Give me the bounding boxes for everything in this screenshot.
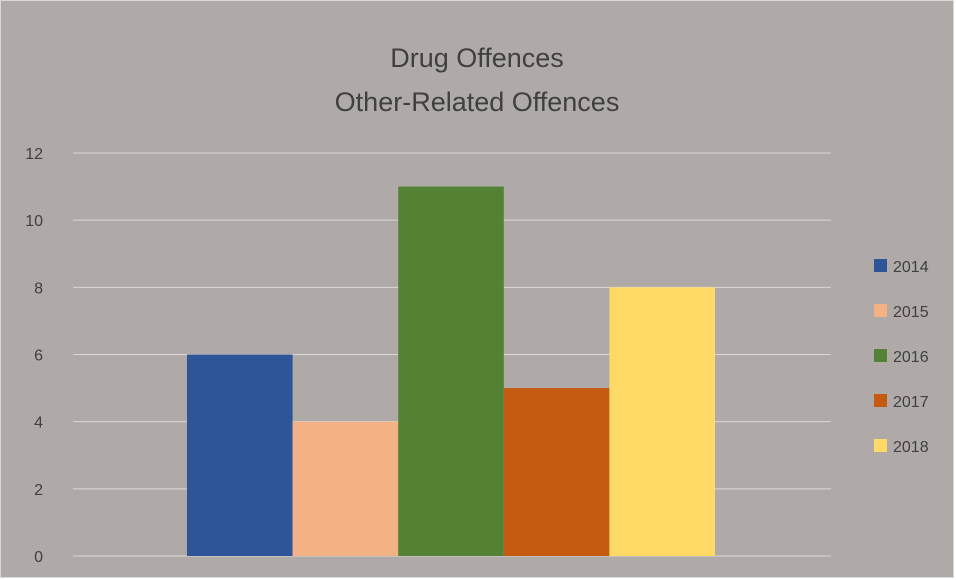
legend-swatch [874, 394, 887, 407]
legend-label: 2017 [893, 394, 929, 411]
legend-item: 2018 [874, 439, 929, 456]
y-tick-label: 10 [25, 213, 43, 230]
y-tick-label: 12 [25, 146, 43, 163]
legend-item: 2015 [874, 304, 929, 321]
bar-series [187, 186, 715, 557]
bar-2015 [292, 421, 399, 556]
legend-swatch [874, 304, 887, 317]
bar-2016 [398, 186, 504, 557]
chart-title: Drug Offences Other-Related Offences [335, 43, 620, 117]
legend-item: 2017 [874, 394, 929, 411]
y-tick-label: 8 [34, 280, 43, 297]
y-tick-label: 6 [34, 348, 43, 365]
legend-label: 2016 [893, 349, 929, 366]
legend-item: 2014 [874, 259, 929, 276]
bar-2017 [503, 388, 610, 556]
bar-2014 [187, 354, 293, 556]
legend: 2014 2015 2016 2017 2018 [874, 259, 929, 456]
legend-swatch [874, 439, 887, 452]
legend-item: 2016 [874, 349, 929, 366]
chart-title-line-2: Other-Related Offences [335, 87, 620, 117]
y-axis-tick-labels: 0 2 4 6 8 10 12 [25, 146, 43, 566]
legend-swatch [874, 349, 887, 362]
legend-label: 2014 [893, 259, 929, 276]
y-tick-label: 4 [34, 415, 43, 432]
legend-label: 2018 [893, 439, 929, 456]
bar-2018 [609, 287, 715, 556]
chart-title-line-1: Drug Offences [390, 43, 564, 73]
y-tick-label: 2 [34, 482, 43, 499]
y-tick-label: 0 [34, 549, 43, 566]
legend-swatch [874, 259, 887, 272]
legend-label: 2015 [893, 304, 929, 321]
